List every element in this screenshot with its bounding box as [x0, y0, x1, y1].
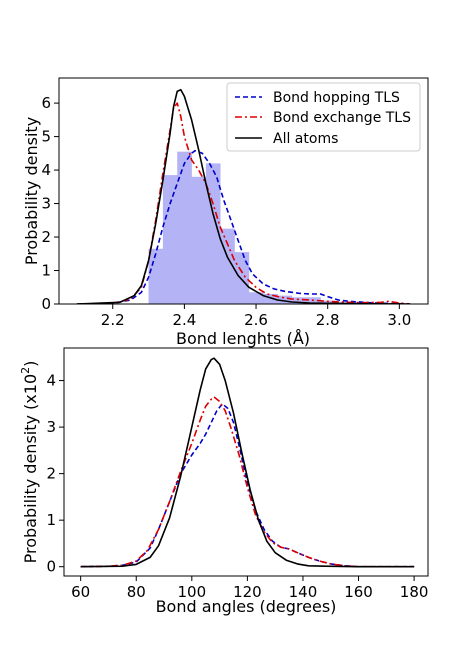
histogram-bar-6: [234, 252, 250, 304]
y-tick-label-4: 4: [46, 372, 56, 390]
y-tick-label-1: 1: [46, 511, 56, 529]
legend-label-all-atoms: All atoms: [273, 131, 338, 147]
x-axis-label: Bond angles (degrees): [156, 597, 337, 616]
histogram-bar-2: [177, 151, 192, 304]
x-tick-label-3: 2.8: [316, 311, 340, 329]
density-curves: [80, 357, 415, 568]
legend-label-bond-hopping: Bond hopping TLS: [273, 90, 400, 106]
histogram-bar-8: [263, 293, 278, 304]
y-axis-label: Probability density (x102): [19, 361, 40, 564]
x-axis-label: Bond lenghts (Å): [176, 329, 310, 348]
y-tick-label-3: 3: [41, 195, 51, 213]
x-tick-label-0: 2.2: [101, 311, 125, 329]
density-curves: [76, 88, 411, 304]
bond-angle-chart: 60 80 100 120 140 160 180 0 1 2 3 4 Bond angles (d…: [19, 347, 429, 616]
plot-frame: [58, 77, 429, 305]
series-line-all-atoms: [76, 88, 411, 304]
legend-box: [226, 82, 421, 152]
y-axis-label: Probability density: [22, 117, 41, 265]
x-tick-label-2: 100: [177, 583, 206, 601]
x-tick-label-0: 60: [71, 583, 90, 601]
series-line-2: [80, 357, 415, 568]
histogram-bar-10: [291, 297, 307, 304]
y-tick-label-0: 0: [46, 558, 56, 576]
y-axis-label-main: Probability density (x10: [21, 374, 40, 563]
x-tick-label-1: 80: [127, 583, 146, 601]
y-axis-label-exponent: 2: [19, 367, 32, 374]
x-tick-label-6: 180: [400, 583, 429, 601]
histogram-bar-0: [148, 248, 164, 304]
legend-label-bond-exchange: Bond exchange TLS: [273, 110, 411, 126]
legend: Bond hopping TLS Bond exchange TLS All a…: [226, 82, 421, 152]
x-tick-label-2: 2.6: [244, 311, 268, 329]
x-tick-label-4: 3.0: [387, 311, 411, 329]
y-tick-label-2: 2: [46, 465, 56, 483]
histogram-bar-7: [248, 292, 264, 304]
y-tick-label-3: 3: [46, 418, 56, 436]
histogram-bar-12: [320, 300, 336, 304]
x-tick-label-4: 140: [289, 583, 318, 601]
histogram-bar-1: [162, 175, 178, 304]
x-tick-label-1: 2.4: [172, 311, 196, 329]
y-axis-ticks: 0 1 2 3 4 5 6: [41, 94, 59, 313]
y-tick-label-4: 4: [41, 161, 51, 179]
x-tick-label-3: 120: [233, 583, 262, 601]
series-line-1: [80, 396, 415, 568]
x-axis-ticks: 60 80 100 120 140 160 180: [71, 576, 428, 601]
histogram: [148, 151, 379, 304]
y-tick-label-6: 6: [41, 94, 51, 112]
y-tick-label-1: 1: [41, 262, 51, 280]
y-tick-label-5: 5: [41, 128, 51, 146]
plot-frame: [63, 347, 429, 577]
histogram-bar-9: [277, 295, 293, 304]
x-axis-ticks: 2.2 2.4 2.6 2.8 3.0: [101, 304, 411, 329]
y-tick-label-0: 0: [41, 295, 51, 313]
bond-length-chart: 2.2 2.4 2.6 2.8 3.0 0 1 2 3 4 5 6 Bond lenghts (Å)…: [22, 77, 429, 348]
x-tick-label-5: 160: [344, 583, 373, 601]
y-axis-ticks: 0 1 2 3 4: [46, 372, 64, 576]
y-axis-label-end: ): [21, 361, 40, 367]
y-tick-label-2: 2: [41, 228, 51, 246]
histogram-bar-3: [191, 176, 207, 304]
